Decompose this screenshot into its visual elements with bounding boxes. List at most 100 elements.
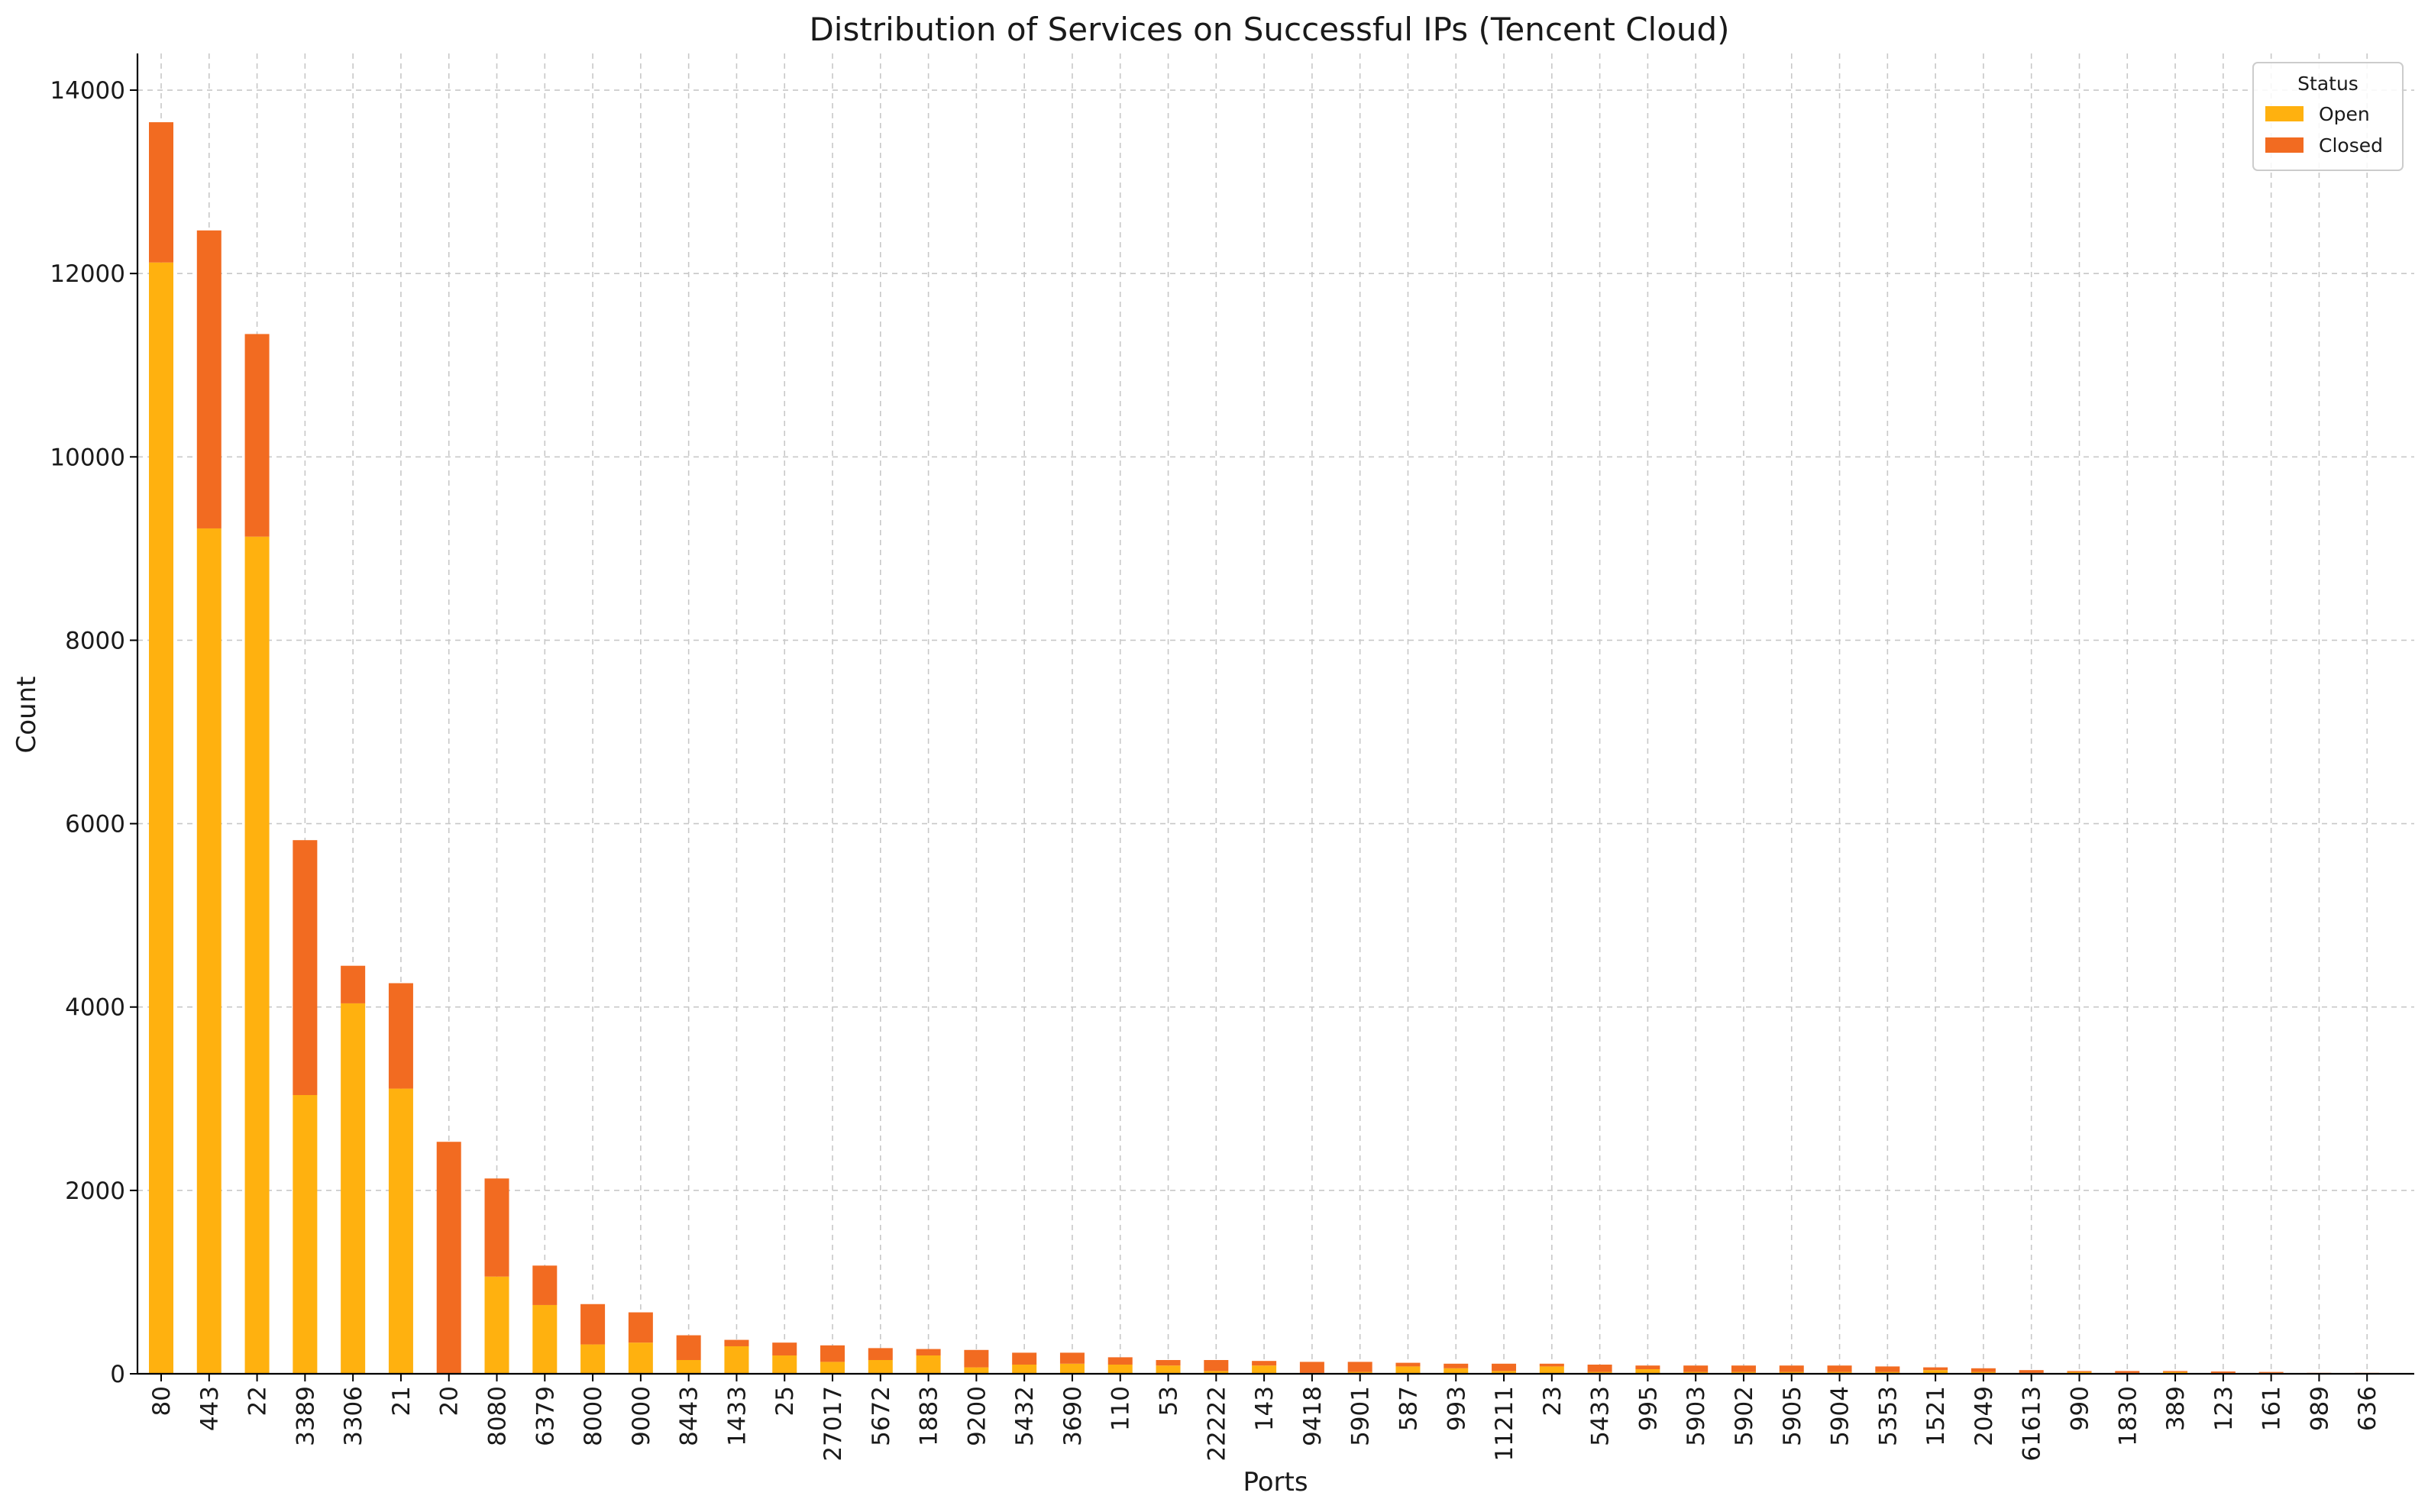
y-tick-label-1: 2000 — [65, 1178, 125, 1205]
x-tick-label-2049: 2049 — [1971, 1386, 1998, 1446]
x-tick-label-110: 110 — [1107, 1386, 1135, 1431]
x-tick-label-993: 993 — [1443, 1386, 1470, 1431]
bar-closed-23 — [1539, 1363, 1564, 1367]
bar-open-3690 — [1059, 1363, 1085, 1374]
x-tick-label-8000: 8000 — [580, 1386, 607, 1446]
bar-closed-20 — [436, 1142, 461, 1374]
x-tick-label-3690: 3690 — [1059, 1386, 1087, 1446]
x-tick-label-5433: 5433 — [1587, 1386, 1615, 1446]
legend-label-open: Open — [2319, 103, 2370, 125]
bar-open-990 — [2067, 1371, 2092, 1374]
bar-closed-3690 — [1059, 1352, 1085, 1364]
x-tick-label-1521: 1521 — [1922, 1386, 1950, 1446]
bar-closed-1433 — [724, 1339, 749, 1346]
x-tick-label-25: 25 — [771, 1386, 799, 1416]
x-tick-label-9418: 9418 — [1299, 1386, 1327, 1446]
x-tick-label-443: 443 — [196, 1386, 224, 1431]
bar-open-27017 — [820, 1362, 845, 1374]
x-tick-label-636: 636 — [2354, 1386, 2381, 1431]
bar-closed-161 — [2258, 1371, 2284, 1373]
y-axis-label: Count — [11, 677, 42, 754]
bar-closed-8443 — [676, 1335, 701, 1360]
bar-closed-22222 — [1204, 1359, 1229, 1371]
bar-open-2049 — [1971, 1371, 1996, 1374]
bar-open-25 — [772, 1355, 797, 1374]
legend: Status Open Closed — [2252, 62, 2404, 171]
bar-open-1521 — [1923, 1370, 1948, 1374]
legend-label-closed: Closed — [2319, 134, 2383, 157]
bar-closed-11211 — [1492, 1363, 1517, 1371]
x-tick-label-143: 143 — [1251, 1386, 1279, 1431]
bar-closed-443 — [196, 230, 221, 528]
x-tick-labels: 80 443 22 3389 3306 21 20 8080 6379 8000 9000 8443 1… — [148, 1374, 2381, 1462]
bar-closed-3306 — [341, 965, 366, 1003]
x-tick-label-5901: 5901 — [1347, 1386, 1375, 1446]
axes — [136, 53, 2414, 1375]
bar-closed-21 — [388, 983, 413, 1089]
bar-closed-5672 — [868, 1348, 893, 1360]
x-axis-label: Ports — [1243, 1467, 1308, 1497]
x-tick-label-27017: 27017 — [820, 1386, 847, 1462]
x-tick-label-5672: 5672 — [868, 1386, 895, 1446]
x-tick-label-5353: 5353 — [1874, 1386, 1902, 1446]
x-tick-label-9000: 9000 — [628, 1386, 655, 1446]
x-tick-label-11211: 11211 — [1491, 1386, 1518, 1462]
x-tick-label-8080: 8080 — [484, 1386, 512, 1446]
x-tick-label-20: 20 — [436, 1386, 464, 1416]
bar-closed-25 — [772, 1342, 797, 1355]
x-tick-label-5905: 5905 — [1779, 1386, 1806, 1446]
y-tick-label-6: 12000 — [50, 260, 125, 288]
bar-open-22 — [244, 536, 270, 1374]
bar-open-6379 — [532, 1304, 558, 1374]
bar-closed-1830 — [2115, 1371, 2140, 1373]
bar-closed-9418 — [1299, 1362, 1324, 1373]
bar-closed-6379 — [532, 1265, 558, 1305]
bar-closed-5433 — [1587, 1364, 1612, 1372]
x-tick-label-1883: 1883 — [916, 1386, 943, 1446]
x-tick-label-587: 587 — [1395, 1386, 1422, 1431]
x-tick-label-6379: 6379 — [532, 1386, 559, 1446]
bar-open-5905 — [1779, 1371, 1804, 1374]
bar-open-143 — [1252, 1365, 1277, 1374]
bar-closed-61613 — [2019, 1370, 2044, 1373]
bar-open-1883 — [916, 1355, 941, 1374]
x-tick-label-161: 161 — [2258, 1386, 2286, 1431]
x-tick-label-8443: 8443 — [676, 1386, 703, 1446]
bar-closed-2049 — [1971, 1368, 1996, 1372]
bar-open-993 — [1444, 1368, 1469, 1374]
bar-open-53 — [1156, 1365, 1181, 1374]
x-tick-label-5902: 5902 — [1731, 1386, 1758, 1446]
bar-closed-9000 — [628, 1312, 653, 1343]
x-tick-label-5904: 5904 — [1827, 1386, 1854, 1446]
bar-closed-5905 — [1779, 1365, 1804, 1372]
bar-open-389 — [2163, 1371, 2188, 1374]
bar-open-3389 — [293, 1094, 318, 1374]
bar-open-5353 — [1875, 1371, 1900, 1374]
x-tick-label-22222: 22222 — [1203, 1386, 1230, 1462]
legend-title: Status — [2297, 73, 2358, 95]
chart-title: Distribution of Services on Successful I… — [809, 11, 1729, 48]
bar-open-9000 — [628, 1342, 653, 1374]
bar-open-22222 — [1204, 1371, 1229, 1374]
bar-closed-8000 — [580, 1304, 606, 1345]
x-tick-label-5432: 5432 — [1011, 1386, 1039, 1446]
bar-open-21 — [388, 1088, 413, 1374]
bar-closed-1521 — [1923, 1367, 1948, 1371]
legend-swatch-closed — [2265, 137, 2304, 153]
y-tick-label-7: 14000 — [50, 77, 125, 105]
bar-closed-5903 — [1683, 1365, 1709, 1372]
bar-open-1433 — [724, 1346, 749, 1374]
bar-closed-993 — [1444, 1363, 1469, 1368]
bar-open-8080 — [484, 1276, 509, 1374]
bar-open-443 — [196, 528, 221, 1374]
bar-open-5432 — [1012, 1364, 1037, 1374]
bar-closed-22 — [244, 334, 270, 537]
x-tick-label-1433: 1433 — [723, 1386, 751, 1446]
bar-open-5902 — [1731, 1371, 1756, 1374]
x-tick-label-80: 80 — [148, 1386, 176, 1416]
x-tick-label-3306: 3306 — [340, 1386, 367, 1446]
bar-closed-5904 — [1827, 1365, 1852, 1372]
bar-open-5904 — [1827, 1371, 1852, 1374]
bar-closed-110 — [1107, 1357, 1133, 1365]
